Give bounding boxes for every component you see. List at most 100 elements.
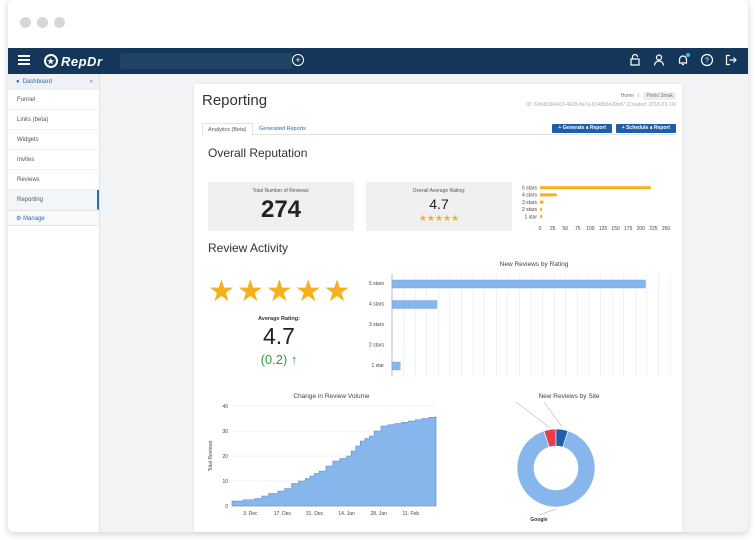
- new-reviews-by-site-chart: YelpFacebookGoogle: [515, 402, 596, 523]
- report-tabs: Analytics (Beta) Generated Reports: [202, 123, 676, 136]
- breadcrumb: Home / Prinki Smak: [621, 92, 676, 100]
- x-tick-label: 175: [624, 226, 633, 232]
- sidebar-item-invites[interactable]: Invites: [8, 150, 99, 170]
- x-tick-label: 150: [611, 226, 620, 232]
- rating-category-label: 1 star: [524, 214, 537, 220]
- manage-icon: ⚙: [16, 216, 22, 222]
- rating-category-label: 5 stars: [369, 281, 385, 287]
- total-reviews-box: Total Number of Reviews: 274: [208, 182, 354, 231]
- arrow-up-icon: ↑: [290, 352, 298, 367]
- y-tick-label: 0: [225, 504, 228, 510]
- total-reviews-value: 274: [260, 196, 302, 223]
- add-icon[interactable]: +: [292, 54, 304, 66]
- schedule-report-button[interactable]: + Schedule a Report: [615, 124, 676, 133]
- x-tick-label: 3. Dec: [243, 511, 258, 517]
- x-tick-label: 25: [550, 226, 556, 232]
- x-tick-label: 125: [599, 226, 608, 232]
- average-change-value: (0.2): [260, 352, 288, 367]
- star-icon: ★: [294, 275, 322, 308]
- account-id: ID: 62d4530e663-4628-8e7a-9148b9e29bd7 (…: [526, 102, 676, 108]
- sidebar-manage-label: Manage: [23, 216, 45, 222]
- rating-bar: [391, 279, 646, 289]
- sidebar-item-links[interactable]: Links (beta): [8, 110, 99, 130]
- x-tick-label: 28. Jan: [370, 511, 387, 517]
- help-icon[interactable]: ?: [700, 53, 714, 67]
- rating-bar: [391, 361, 401, 371]
- rating-category-label: 3 stars: [369, 322, 385, 328]
- rating-category-label: 2 stars: [522, 207, 538, 213]
- x-tick-label: 200: [637, 226, 646, 232]
- sidebar-item-funnel[interactable]: Funnel: [8, 90, 99, 110]
- x-tick-label: 17. Dec: [274, 511, 292, 517]
- new-reviews-by-rating-chart: 5 stars 4 stars 3 stars 2 stars 1 star: [369, 274, 671, 377]
- y-axis-label: Total Reviews: [208, 440, 214, 471]
- sidebar-dashboard-header[interactable]: ● Dashboard »: [8, 74, 99, 90]
- rating-category-label: 5 stars: [522, 186, 538, 192]
- rating-bar: [540, 215, 543, 218]
- slice-leader-line: [538, 508, 557, 516]
- x-tick-label: 31. Dec: [306, 511, 324, 517]
- rating-bar: [391, 300, 438, 309]
- dashboard-icon: ●: [16, 79, 20, 85]
- tab-generated-reports[interactable]: Generated Reports: [259, 126, 306, 132]
- window-dot[interactable]: [54, 17, 65, 28]
- star-icon: ★: [208, 275, 235, 308]
- new-reviews-by-site-title: New Reviews by Site: [538, 393, 600, 400]
- big-rating-stars: ★ ★ ★ ★ ★: [208, 277, 351, 307]
- star-icon: ★: [323, 275, 351, 308]
- rating-category-label: 2 stars: [369, 343, 385, 349]
- lock-icon[interactable]: [628, 53, 642, 67]
- rating-category-label: 4 stars: [522, 193, 538, 199]
- total-reviews-label: Total Number of Reviews:: [252, 188, 310, 194]
- breadcrumb-user[interactable]: Prinki Smak: [643, 92, 676, 100]
- x-tick-label: 11. Feb: [402, 511, 419, 517]
- chevron-down-icon[interactable]: »: [89, 79, 93, 85]
- change-in-review-volume-chart: 0 10 20 30 40 Total Reviews 3. Dec 17. Dec 31. D…: [208, 404, 437, 517]
- x-tick-label: 75: [575, 226, 581, 232]
- user-icon[interactable]: [652, 53, 666, 67]
- window-dot[interactable]: [20, 17, 31, 28]
- x-tick-label: 225: [649, 226, 658, 232]
- rating-bar: [540, 200, 544, 204]
- sidebar: ● Dashboard » Funnel Links (beta) Widget…: [8, 74, 100, 532]
- sidebar-item-manage[interactable]: ⚙ Manage: [8, 210, 99, 226]
- logout-icon[interactable]: [724, 53, 738, 67]
- change-in-review-volume-title: Change in Review Volume: [293, 393, 370, 400]
- y-tick-label: 40: [222, 404, 228, 410]
- menu-icon[interactable]: [18, 55, 30, 65]
- star-logo-icon: ★: [44, 54, 58, 68]
- brand-logo[interactable]: ★ RepDr: [44, 52, 103, 70]
- rating-bar: [540, 207, 543, 211]
- x-tick-label: 50: [562, 226, 568, 232]
- sidebar-item-reviews[interactable]: Reviews: [8, 170, 99, 190]
- overall-reputation-title: Overall Reputation: [208, 146, 308, 160]
- page-title: Reporting: [202, 92, 268, 109]
- x-tick-label: 250: [662, 226, 671, 232]
- star-icon: ★: [265, 275, 293, 308]
- svg-text:?: ?: [705, 58, 709, 65]
- rating-stars-icon: ★★★★★: [418, 213, 460, 223]
- activity-average-value: 4.7: [263, 323, 295, 349]
- breadcrumb-home[interactable]: Home: [620, 93, 634, 99]
- tab-analytics[interactable]: Analytics (Beta): [202, 123, 253, 136]
- top-navbar: ★ RepDr + ?: [8, 48, 748, 74]
- window-chrome: [8, 0, 748, 48]
- new-reviews-by-rating-title: New Reviews by Rating: [499, 261, 569, 268]
- search-input[interactable]: [120, 53, 292, 69]
- sidebar-item-widgets[interactable]: Widgets: [8, 130, 99, 150]
- y-tick-label: 30: [222, 429, 228, 435]
- sidebar-item-reporting[interactable]: Reporting: [8, 190, 99, 210]
- generate-report-button[interactable]: + Generate a Report: [552, 124, 612, 133]
- activity-average-label: Average Rating:: [258, 316, 300, 322]
- average-rating-box: Overall Average Rating: 4.7 ★★★★★: [366, 182, 512, 231]
- rating-category-label: 4 stars: [369, 302, 385, 308]
- bell-icon[interactable]: [676, 53, 690, 67]
- y-tick-label: 20: [222, 454, 228, 460]
- rating-bar: [540, 193, 557, 197]
- window-dot[interactable]: [37, 17, 48, 28]
- x-tick-label: 0: [539, 226, 542, 232]
- reporting-panel: Reporting Home / Prinki Smak ID: 62d4530…: [194, 84, 682, 532]
- average-rating-label: Overall Average Rating:: [412, 188, 466, 194]
- volume-area: [231, 416, 437, 507]
